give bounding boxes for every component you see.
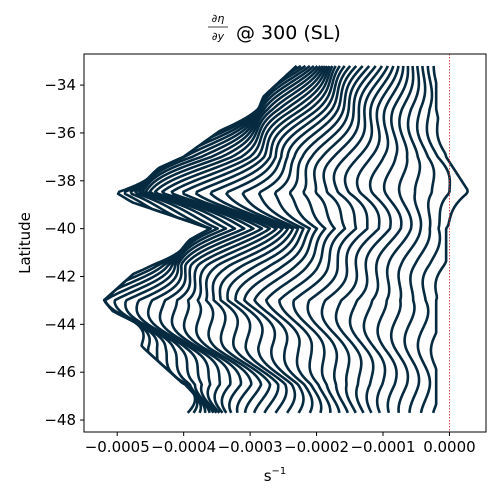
profile-curve-20: [264, 65, 371, 414]
profile-curve-26: [348, 65, 405, 414]
x-axis-ticks: −0.0005 −0.0004 −0.0003 −0.0002 −0.0001 0.000…: [85, 432, 476, 456]
y-tick-label: −36: [44, 124, 76, 142]
y-tick-label: −44: [44, 315, 76, 333]
profile-curve-21: [278, 65, 377, 413]
x-tick-label: −0.0004: [151, 438, 216, 456]
profile-curve-6: [124, 64, 315, 414]
y-tick-label: −46: [44, 363, 76, 381]
y-axis-ticks: −34 −36 −38 −40 −42 −44 −46 −48: [44, 76, 84, 429]
profile-curve-22: [292, 65, 384, 414]
profile-curve-27: [362, 65, 410, 414]
profile-curve-11: [170, 65, 329, 414]
y-axis-label: Latitude: [16, 212, 34, 274]
profile-curve-25: [334, 65, 400, 414]
y-tick-label: −48: [44, 411, 76, 429]
x-axis-label: s−1: [264, 466, 287, 485]
profile-curve-17: [234, 65, 352, 414]
x-axis-label-unit: s: [264, 467, 272, 485]
profile-curve-7: [135, 65, 319, 414]
chart-title: ∂η ∂y @ 300 (SL): [208, 12, 341, 44]
y-tick-label: −40: [44, 220, 76, 238]
profile-curve-9: [153, 65, 324, 414]
profile-curve-19: [253, 65, 364, 414]
profile-curve-18: [243, 65, 358, 414]
profile-curves: [102, 64, 469, 414]
profile-curve-24: [320, 65, 395, 414]
profile-curve-23: [306, 65, 390, 414]
title-suffix: @ 300 (SL): [236, 22, 341, 44]
profile-curve-5: [113, 64, 311, 414]
x-tick-label: −0.0001: [350, 438, 415, 456]
profile-curve-16: [226, 65, 346, 414]
x-tick-label: −0.0003: [218, 438, 283, 456]
profile-curve-14: [209, 65, 337, 414]
profile-curve-10: [161, 65, 327, 414]
plot-frame: [83, 53, 487, 433]
x-tick-label: −0.0005: [85, 438, 150, 456]
profile-curve-29: [389, 65, 423, 413]
profile-curve-28: [376, 65, 415, 414]
title-numerator: ∂η: [212, 12, 225, 25]
x-tick-label: 0.0000: [423, 438, 476, 456]
x-axis-label-exponent: −1: [272, 466, 287, 477]
y-tick-label: −38: [44, 172, 76, 190]
profile-curve-32: [429, 65, 469, 414]
profile-curve-30: [403, 65, 436, 413]
title-denominator: ∂y: [212, 30, 225, 43]
profile-curve-31: [416, 65, 452, 414]
profile-curve-4: [104, 64, 307, 413]
profile-curve-12: [182, 65, 331, 414]
y-tick-label: −34: [44, 76, 76, 94]
profile-curve-15: [218, 65, 341, 414]
profile-curve-8: [146, 65, 322, 414]
profile-curve-13: [195, 65, 334, 414]
x-tick-label: −0.0002: [284, 438, 349, 456]
y-tick-label: −42: [44, 267, 76, 285]
